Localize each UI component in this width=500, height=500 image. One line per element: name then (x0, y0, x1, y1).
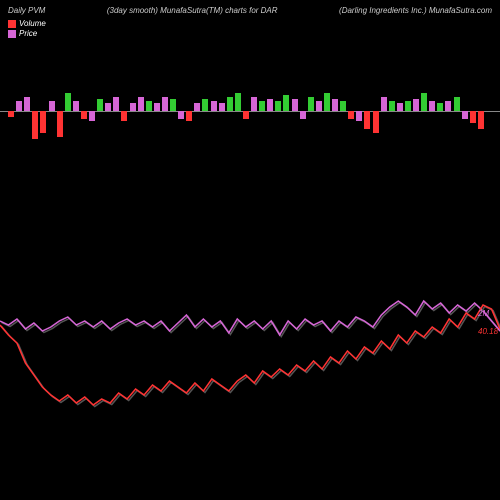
pvm-bar (65, 93, 71, 111)
pvm-bar (316, 101, 322, 111)
pvm-bar (454, 97, 460, 111)
pvm-bar (275, 101, 281, 111)
pvm-bar (462, 111, 468, 119)
legend-volume-label: Volume (19, 19, 46, 28)
line-svg (0, 291, 500, 471)
pvm-bar (478, 111, 484, 129)
pvm-bar (211, 101, 217, 111)
header-center: (3day smooth) MunafaSutra(TM) charts for… (107, 6, 278, 15)
legend-price-label: Price (19, 29, 37, 38)
pvm-bar (324, 93, 330, 111)
pvm-bar (202, 99, 208, 111)
pvm-bar (243, 111, 249, 119)
header-left: Daily PVM (8, 6, 45, 15)
pvm-bar (24, 97, 30, 111)
legend-volume-swatch (8, 20, 16, 28)
pvm-bar (429, 101, 435, 111)
pvm-bar (373, 111, 379, 133)
pvm-bar (470, 111, 476, 123)
pvm-bar (89, 111, 95, 121)
pvm-bar (259, 101, 265, 111)
legend-price: Price (8, 29, 492, 38)
pvm-bar (364, 111, 370, 129)
pvm-bar (445, 101, 451, 111)
price-line (0, 305, 500, 405)
pvm-bar (413, 99, 419, 111)
pvm-bar (194, 103, 200, 111)
pvm-bar (332, 99, 338, 111)
pvm-bar (219, 103, 225, 111)
pvm-bar (397, 103, 403, 111)
pvm-bar (251, 97, 257, 111)
pvm-bar (130, 103, 136, 111)
pvm-bar (105, 103, 111, 111)
pvm-bar (405, 101, 411, 111)
pvm-bar (340, 101, 346, 111)
volume-line (0, 301, 500, 335)
pvm-bar (235, 93, 241, 111)
pvm-bar (300, 111, 306, 119)
pvm-bar (154, 103, 160, 111)
pvm-bar (283, 95, 289, 111)
price-line-shadow (2, 307, 500, 407)
pvm-bar (389, 101, 395, 111)
price-volume-line-chart: 2M 40.18 (0, 291, 500, 471)
volume-line-shadow (2, 303, 500, 337)
pvm-bar (97, 99, 103, 111)
pvm-bar (178, 111, 184, 119)
pvm-bar (73, 101, 79, 111)
pvm-bar (32, 111, 38, 139)
chart-area: 2M 40.18 (0, 61, 500, 471)
pvm-bar-chart (0, 61, 500, 181)
bar-baseline (0, 111, 500, 112)
pvm-bar (267, 99, 273, 111)
pvm-bar (437, 103, 443, 111)
legend-price-swatch (8, 30, 16, 38)
pvm-bar (162, 97, 168, 111)
pvm-bar (138, 97, 144, 111)
pvm-bar (8, 111, 14, 117)
pvm-bar (113, 97, 119, 111)
pvm-bar (292, 99, 298, 111)
pvm-bar (381, 97, 387, 111)
pvm-bar (121, 111, 127, 121)
pvm-bar (227, 97, 233, 111)
pvm-bar (81, 111, 87, 119)
pvm-bar (57, 111, 63, 137)
pvm-bar (348, 111, 354, 119)
pvm-bar (49, 101, 55, 111)
pvm-bar (186, 111, 192, 121)
pvm-bar (421, 93, 427, 111)
header-right: (Darling Ingredients Inc.) MunafaSutra.c… (339, 6, 492, 15)
legend-volume: Volume (8, 19, 492, 28)
chart-header: Daily PVM (3day smooth) MunafaSutra(TM) … (0, 0, 500, 17)
chart-legend: Volume Price (0, 17, 500, 41)
pvm-bar (308, 97, 314, 111)
price-axis-label: 40.18 (478, 327, 498, 336)
volume-axis-label: 2M (478, 309, 489, 318)
pvm-bar (40, 111, 46, 133)
pvm-bar (170, 99, 176, 111)
pvm-bar (356, 111, 362, 121)
pvm-bar (16, 101, 22, 111)
pvm-bar (146, 101, 152, 111)
